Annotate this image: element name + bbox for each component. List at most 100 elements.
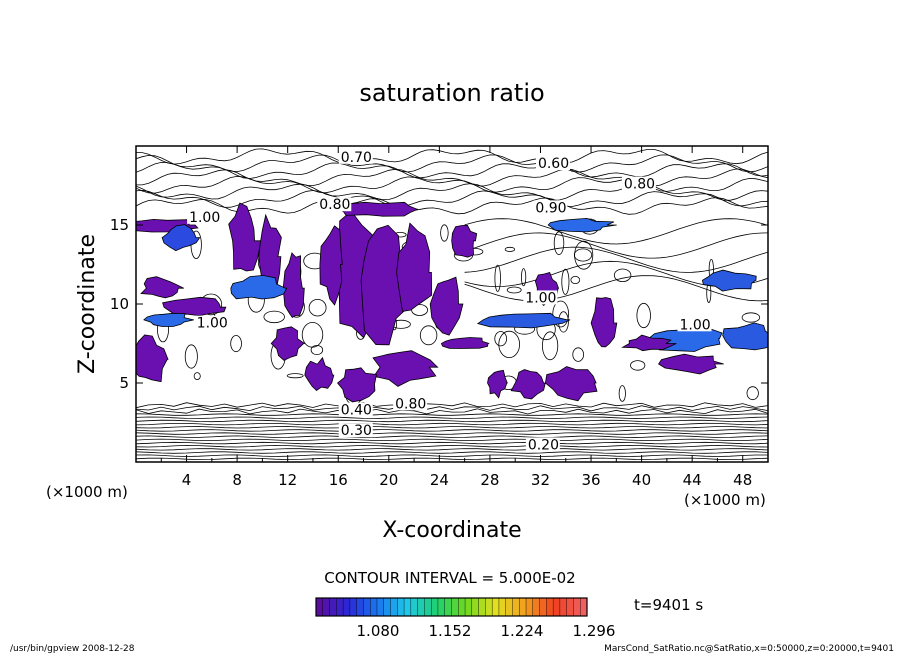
x-tick-label: 16 [329, 471, 348, 489]
contour-line [136, 448, 768, 451]
fill-region [230, 274, 288, 300]
contour-line [136, 422, 768, 426]
contour-loop [618, 385, 626, 402]
colorbar-cell [573, 597, 581, 617]
x-tick-label: 44 [683, 471, 702, 489]
contour-loop [572, 347, 584, 362]
contour-line [136, 182, 768, 201]
x-axis-label: X-coordinate [382, 518, 521, 543]
x-tick-label: 12 [278, 471, 297, 489]
x-tick-label: 36 [581, 471, 600, 489]
contour-line [136, 444, 768, 448]
contour-line [464, 246, 768, 273]
x-tick-label: 20 [379, 471, 398, 489]
contour-label-group: 0.70 0.60 0.80 0.80 0.90 1.00 1.00 1.00 1.00 0.80… [187, 149, 712, 453]
colorbar-cell [451, 597, 459, 617]
contour-label: 0.60 [538, 156, 569, 172]
contour-loop [574, 240, 594, 270]
colorbar-cell [403, 597, 412, 617]
contour-label-bg [338, 423, 373, 438]
colorbar-cell [532, 597, 541, 617]
time-label: t=9401 s [634, 596, 703, 614]
contour-line [136, 457, 768, 461]
fill-region [140, 276, 184, 299]
fill-region [337, 367, 377, 403]
fill-region [658, 353, 724, 375]
colorbar-cell [424, 597, 432, 617]
colorbar-cell [437, 597, 446, 617]
contour-label-bg [525, 437, 560, 452]
y-tick-label: 10 [110, 295, 129, 313]
contour-label: 0.80 [395, 396, 426, 412]
contour-loop [286, 373, 304, 379]
x-tick-label: 8 [232, 471, 242, 489]
colorbar-cell [498, 597, 507, 617]
colorbar-tick-label: 1.080 [357, 622, 400, 640]
fill-region [396, 222, 433, 312]
fill-region [547, 217, 617, 233]
contour-loop [552, 300, 569, 328]
contour-label-bg [187, 209, 222, 224]
colorbar-cell [376, 597, 385, 617]
contour-loop [440, 224, 449, 242]
contour-label-bg [535, 156, 570, 171]
colorbar-cell [322, 597, 331, 617]
colorbar-cell [485, 597, 493, 617]
colorbar-tick-label: 1.296 [573, 622, 616, 640]
contour-label-bg [393, 396, 428, 411]
contour-label: 0.40 [341, 403, 372, 419]
contour-loop [570, 275, 581, 284]
x-tick-label: 48 [733, 471, 752, 489]
fill-region [487, 369, 508, 399]
contour-loop [504, 246, 516, 252]
contour-interval: CONTOUR INTERVAL = 5.000E-02 [324, 569, 575, 587]
contour-label: 0.20 [528, 437, 559, 453]
contour-line [136, 429, 768, 432]
contour-line [464, 275, 768, 302]
contour-label: 0.80 [624, 177, 655, 193]
contour-line [136, 426, 768, 429]
fill-region [372, 350, 439, 387]
colorbar-cell [417, 597, 425, 617]
colorbar-cell [539, 597, 547, 617]
contour-line [136, 402, 768, 409]
x-tick-label: 32 [531, 471, 550, 489]
colorbar-cell [342, 597, 351, 617]
fill-region [161, 224, 201, 252]
contour-line [136, 154, 768, 173]
contour-line [136, 451, 768, 454]
contour-loop [520, 268, 527, 287]
contour-label: 0.90 [535, 200, 566, 216]
colorbar-cell [356, 597, 364, 617]
contour-label-bg [523, 290, 558, 305]
contour-loop [498, 330, 521, 358]
colorbar-tick-labels: 1.080 1.152 1.224 1.296 [357, 622, 616, 640]
fill-region [590, 297, 618, 348]
contour-line [136, 148, 768, 165]
contour-loop [184, 344, 198, 369]
contour-label: 1.00 [680, 317, 711, 333]
contour-label-bg [677, 317, 712, 332]
colorbar-tick-label: 1.152 [429, 622, 472, 640]
colorbar-cell [559, 597, 568, 617]
y-axis-ticks: 5 10 15 [110, 216, 768, 392]
colorbar-cell [505, 597, 513, 617]
contour-line [136, 438, 768, 441]
colorbar-cell [349, 597, 358, 617]
contour-loop [263, 310, 285, 324]
contour-loop [561, 268, 570, 295]
colorbar [315, 597, 588, 617]
y-tick-label: 5 [119, 374, 129, 392]
fill-region [440, 337, 490, 349]
fill-region [451, 224, 478, 258]
contour-label-bg [338, 402, 373, 417]
contour-label-bg [621, 176, 656, 191]
contour-loop [746, 386, 759, 401]
footer-left: /usr/bin/gpview 2008-12-28 [10, 644, 135, 654]
contour-loop [741, 312, 761, 323]
fill-region [304, 356, 335, 392]
contour-label-bg [533, 200, 568, 215]
fill-region [282, 252, 305, 319]
contour-loop [230, 335, 242, 353]
colorbar-cell [329, 597, 337, 617]
